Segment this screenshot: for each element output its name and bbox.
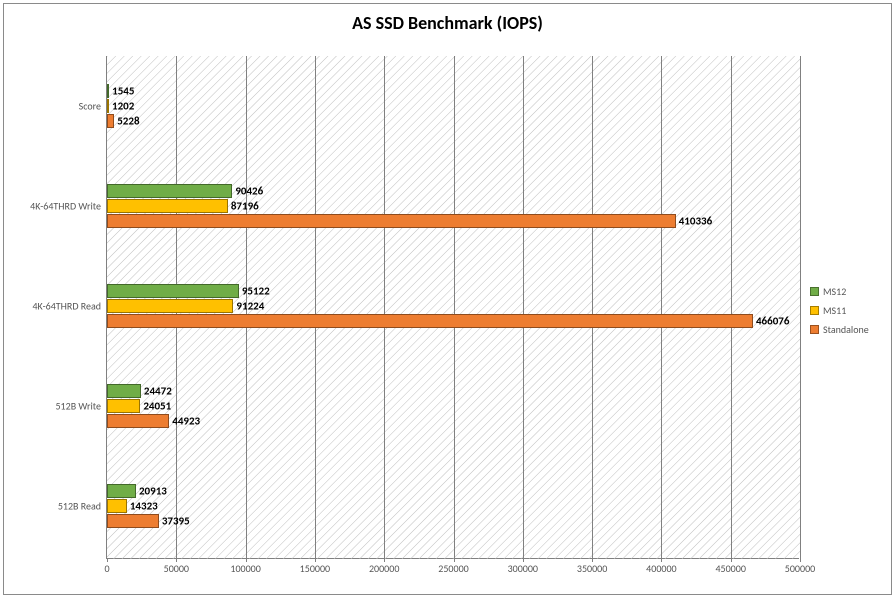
legend-swatch (810, 306, 819, 315)
bar: 44923 (107, 414, 169, 428)
category-label: 512B Write (55, 400, 107, 413)
category-group: Score154512025228 (107, 56, 799, 156)
category-group: 512B Write244722405144923 (107, 356, 799, 456)
bar-value-label: 1545 (108, 85, 134, 98)
legend-item: Standalone (810, 323, 869, 336)
x-tick-label: 100000 (230, 558, 260, 575)
bar: 90426 (107, 184, 232, 198)
x-tick-label: 500000 (785, 558, 815, 575)
bar-value-label: 87196 (227, 200, 259, 213)
legend-label: Standalone (823, 323, 869, 336)
bar: 20913 (107, 484, 136, 498)
x-tick-label: 150000 (300, 558, 330, 575)
bar: 1545 (107, 84, 109, 98)
bar-value-label: 14323 (126, 500, 158, 513)
category-label: Score (79, 100, 107, 113)
bar-value-label: 95122 (238, 285, 270, 298)
bar: 37395 (107, 514, 159, 528)
bar-value-label: 410336 (675, 215, 712, 228)
legend-swatch (810, 287, 819, 296)
gridline (800, 56, 801, 558)
category-group: 4K-64THRD Read9512291224466076 (107, 256, 799, 356)
x-tick-label: 350000 (577, 558, 607, 575)
category-group: 512B Read209131432337395 (107, 456, 799, 556)
x-tick-label: 450000 (715, 558, 745, 575)
bar-value-label: 91224 (232, 300, 264, 313)
plot-area: 0500001000001500002000002500003000003500… (106, 56, 799, 559)
legend: MS12 MS11 Standalone (810, 279, 869, 342)
x-tick-label: 50000 (164, 558, 189, 575)
legend-swatch (810, 325, 819, 334)
legend-label: MS12 (823, 285, 846, 298)
legend-item: MS11 (810, 304, 869, 317)
bar: 14323 (107, 499, 127, 513)
bar: 466076 (107, 314, 753, 328)
bar: 91224 (107, 299, 233, 313)
x-tick-label: 200000 (369, 558, 399, 575)
bar: 5228 (107, 114, 114, 128)
bar-value-label: 20913 (135, 485, 167, 498)
category-label: 512B Read (58, 500, 107, 513)
bar-value-label: 37395 (158, 515, 190, 528)
bar: 87196 (107, 199, 228, 213)
bar-value-label: 466076 (752, 315, 789, 328)
x-tick-label: 250000 (438, 558, 468, 575)
bar-value-label: 1202 (108, 100, 134, 113)
bar-value-label: 90426 (231, 185, 263, 198)
bar: 95122 (107, 284, 239, 298)
category-label: 4K-64THRD Read (32, 300, 107, 313)
x-tick-label: 0 (104, 558, 109, 575)
legend-label: MS11 (823, 304, 846, 317)
chart-container: AS SSD Benchmark (IOPS) 0500001000001500… (3, 3, 892, 595)
bar-value-label: 44923 (168, 415, 200, 428)
bar: 1202 (107, 99, 109, 113)
x-tick-label: 300000 (508, 558, 538, 575)
category-group: 4K-64THRD Write9042687196410336 (107, 156, 799, 256)
bar: 410336 (107, 214, 676, 228)
chart-title: AS SSD Benchmark (IOPS) (4, 12, 891, 34)
bar: 24051 (107, 399, 140, 413)
x-tick-label: 400000 (646, 558, 676, 575)
category-label: 4K-64THRD Write (30, 200, 107, 213)
bar: 24472 (107, 384, 141, 398)
bar-value-label: 24051 (139, 400, 171, 413)
bar-value-label: 5228 (113, 115, 139, 128)
legend-item: MS12 (810, 285, 869, 298)
bar-value-label: 24472 (140, 385, 172, 398)
